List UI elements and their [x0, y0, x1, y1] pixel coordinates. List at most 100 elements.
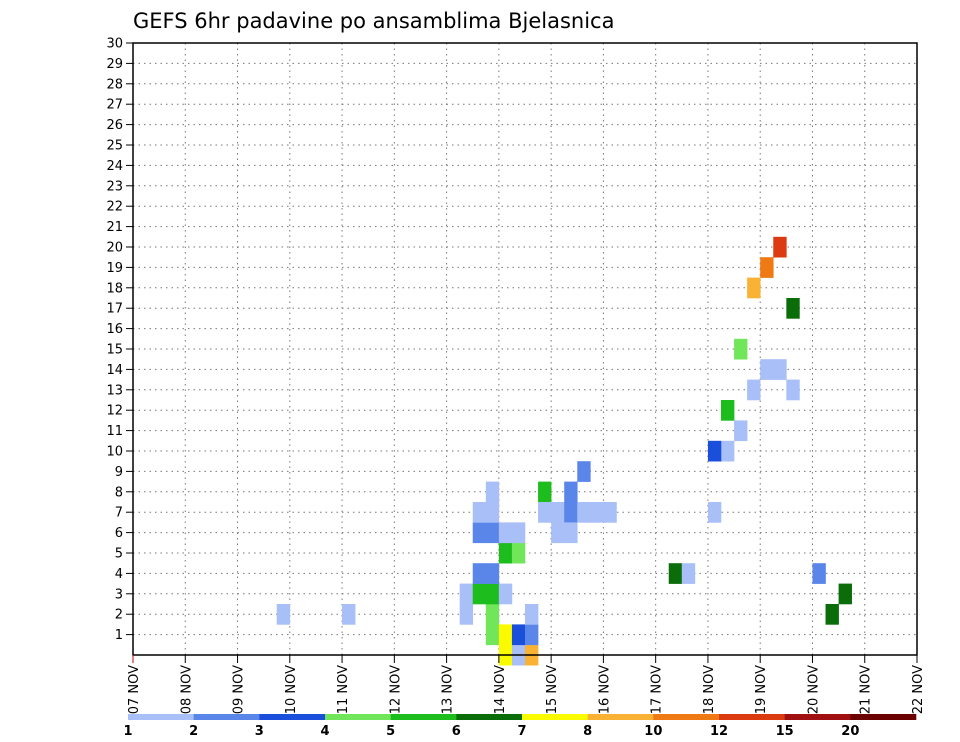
y-tick-label: 23 — [106, 179, 123, 194]
colorbar-segment — [325, 714, 391, 720]
y-tick-label: 25 — [106, 139, 123, 154]
heatmap-cell — [812, 563, 826, 584]
colorbar-label: 8 — [583, 724, 592, 739]
colorbar-segment — [653, 714, 720, 720]
colorbar-label: 12 — [710, 724, 728, 739]
heatmap-cell — [707, 502, 722, 523]
heatmap-cell — [786, 379, 800, 401]
colorbar-segment — [390, 714, 457, 720]
heatmap-cell — [525, 624, 539, 646]
heatmap-cell — [590, 502, 604, 523]
y-tick-label: 8 — [115, 485, 123, 500]
heatmap-cell — [747, 379, 761, 401]
y-tick-label: 4 — [115, 567, 123, 582]
heatmap-cell — [276, 604, 291, 625]
y-tick-label: 1 — [115, 628, 123, 643]
y-tick-label: 24 — [106, 159, 123, 174]
heatmap-cell — [668, 563, 683, 584]
heatmap-cell — [485, 481, 500, 503]
heatmap-cell — [472, 522, 487, 544]
colorbar-label: 10 — [644, 724, 662, 739]
y-tick-label: 12 — [106, 404, 123, 419]
colorbar-label: 3 — [255, 724, 264, 739]
heatmap-cell — [721, 440, 735, 462]
heatmap-cell — [459, 604, 474, 625]
colorbar-segment — [128, 714, 194, 720]
heatmap-cell — [825, 604, 839, 625]
heatmap-cell — [485, 624, 500, 646]
heatmap-cell — [538, 502, 552, 523]
colorbar-label: 20 — [841, 724, 859, 739]
heatmap-cell — [747, 277, 761, 299]
heatmap-cell — [681, 563, 696, 584]
heatmap-cell — [760, 257, 774, 278]
x-tick-label: 20 NOV — [806, 665, 821, 714]
colorbar-segment — [193, 714, 260, 720]
x-tick-label: 12 NOV — [388, 665, 403, 714]
x-tick-label: 21 NOV — [859, 665, 874, 714]
y-tick-label: 5 — [115, 547, 123, 562]
y-tick-label: 16 — [106, 322, 123, 337]
heatmap-cell — [498, 583, 513, 605]
heatmap-cell — [498, 542, 513, 564]
y-tick-label: 11 — [106, 424, 123, 439]
y-tick-label: 20 — [106, 241, 123, 256]
heatmap-cell — [485, 583, 500, 605]
heatmap-cell — [551, 522, 565, 544]
colorbar-segment — [850, 714, 917, 720]
heatmap-cell — [472, 583, 487, 605]
x-tick-label: 08 NOV — [179, 665, 194, 714]
heatmap-cell — [551, 502, 565, 523]
y-tick-label: 29 — [106, 57, 123, 72]
colorbar-segment — [784, 714, 851, 720]
heatmap-cell — [577, 461, 591, 482]
y-tick-label: 26 — [106, 118, 123, 133]
x-tick-label: 09 NOV — [232, 665, 247, 714]
colorbar-label: 2 — [189, 724, 198, 739]
x-tick-label: 13 NOV — [441, 665, 456, 714]
y-tick-label: 19 — [106, 261, 123, 276]
y-tick-label: 10 — [106, 445, 123, 460]
heatmap-cell — [498, 522, 513, 544]
colorbar-segment — [259, 714, 326, 720]
colorbar-label: 4 — [320, 724, 329, 739]
heatmap-cell — [603, 502, 617, 523]
heatmap-cell — [538, 481, 552, 503]
y-tick-label: 27 — [106, 98, 123, 113]
x-tick-label: 11 NOV — [336, 665, 351, 714]
heatmap-cell — [459, 583, 474, 605]
colorbar-segment — [587, 714, 654, 720]
heatmap-cell — [734, 420, 748, 442]
y-tick-label: 22 — [106, 200, 123, 215]
x-tick-label: 19 NOV — [754, 665, 769, 714]
y-tick-label: 6 — [115, 526, 123, 541]
y-tick-label: 28 — [106, 77, 123, 92]
y-tick-label: 9 — [115, 465, 123, 480]
y-tick-label: 3 — [115, 587, 123, 602]
colorbar-label: 5 — [386, 724, 395, 739]
y-tick-label: 13 — [106, 383, 123, 398]
heatmap-cell — [773, 236, 787, 258]
colorbar: 1 2 3 4 5 6 7 8 10 12 15 20 — [123, 714, 917, 739]
heatmap-cell — [773, 359, 787, 380]
y-tick-label: 17 — [106, 302, 123, 317]
heatmap-cell — [485, 563, 500, 584]
heatmap-cells — [276, 236, 852, 666]
heatmap-cell — [485, 502, 500, 523]
y-tick-label: 30 — [106, 37, 123, 52]
heatmap-cell — [838, 583, 852, 605]
colorbar-label: 7 — [517, 724, 526, 739]
heatmap-cell — [707, 440, 722, 462]
x-tick-label: 14 NOV — [493, 665, 508, 714]
heatmap-cell — [472, 502, 487, 523]
heatmap-cell — [511, 542, 526, 564]
y-tick-label: 14 — [106, 363, 123, 378]
colorbar-segment — [522, 714, 588, 720]
colorbar-label: 6 — [452, 724, 461, 739]
x-tick-label: 15 NOV — [545, 665, 560, 714]
x-tick-label: 16 NOV — [597, 665, 612, 714]
heatmap-cell — [525, 604, 539, 625]
colorbar-label: 15 — [776, 724, 794, 739]
heatmap-cell — [511, 522, 526, 544]
